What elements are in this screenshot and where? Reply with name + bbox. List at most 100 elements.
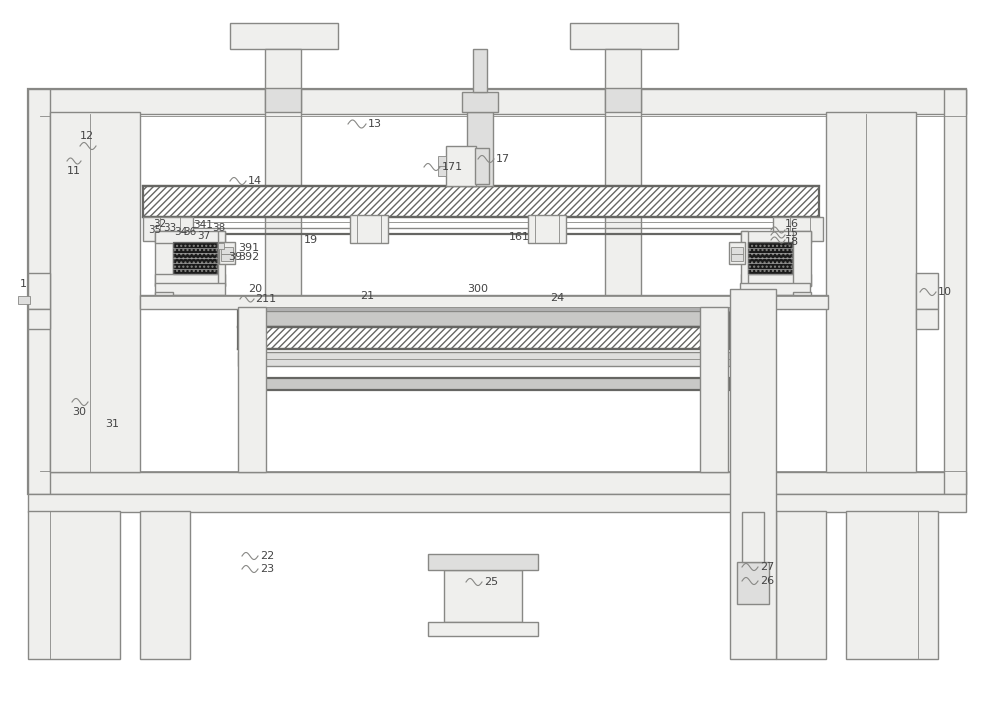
Text: 300: 300 [467, 284, 488, 294]
Text: 26: 26 [760, 576, 774, 586]
Bar [28, 89, 50, 494]
Text: 30: 30 [72, 407, 86, 417]
Text: 36: 36 [183, 227, 196, 237]
Bar [605, 49, 641, 324]
Bar [221, 247, 233, 254]
Bar [140, 511, 190, 659]
Bar [826, 112, 916, 472]
Text: 39: 39 [228, 252, 242, 262]
Bar [742, 512, 764, 562]
Bar [155, 231, 225, 243]
Bar [50, 112, 140, 472]
Bar [143, 186, 819, 217]
Bar [741, 231, 811, 243]
Bar [238, 327, 730, 349]
Bar [28, 472, 966, 494]
Text: 171: 171 [442, 162, 463, 172]
Bar [240, 378, 730, 390]
Bar [729, 242, 745, 264]
Bar [773, 217, 823, 241]
Bar [944, 89, 966, 494]
Bar [218, 243, 224, 249]
Bar [776, 511, 826, 659]
Text: 34: 34 [174, 227, 187, 237]
Bar [570, 23, 678, 49]
Text: 25: 25 [484, 577, 498, 587]
Text: 31: 31 [105, 419, 119, 429]
Bar [28, 511, 120, 659]
Bar [28, 89, 966, 114]
Bar [265, 88, 301, 112]
Text: 16: 16 [785, 219, 799, 229]
Bar [793, 231, 811, 286]
Text: 33: 33 [163, 223, 176, 233]
Bar [475, 148, 489, 184]
Bar [428, 554, 538, 570]
Bar [916, 309, 938, 329]
Text: 35: 35 [148, 225, 161, 235]
Text: 15: 15 [785, 228, 799, 238]
Bar [740, 283, 810, 295]
Bar [438, 166, 446, 176]
Bar [28, 89, 966, 494]
Bar [155, 292, 173, 304]
Bar [28, 494, 966, 512]
Text: 161: 161 [509, 232, 530, 242]
Bar [730, 289, 776, 659]
Text: 10: 10 [938, 287, 952, 297]
Text: 13: 13 [368, 119, 382, 129]
Bar [218, 231, 225, 286]
Bar [748, 242, 792, 274]
Bar [221, 254, 233, 261]
Bar [444, 570, 522, 622]
Bar [428, 622, 538, 636]
Bar [155, 283, 225, 295]
Bar [446, 146, 476, 186]
Text: 18: 18 [785, 237, 799, 247]
Bar [140, 295, 828, 309]
Bar [741, 274, 811, 286]
Bar [605, 88, 641, 112]
Text: 341: 341 [193, 220, 213, 230]
Bar [700, 307, 728, 472]
Text: 19: 19 [304, 235, 318, 245]
Bar [846, 511, 938, 659]
Bar [18, 296, 30, 304]
Text: 38: 38 [212, 223, 225, 233]
Bar [28, 273, 50, 309]
Bar [731, 254, 743, 261]
Text: 11: 11 [67, 166, 81, 176]
Text: 211: 211 [255, 294, 276, 304]
Bar [219, 242, 235, 264]
Bar [143, 217, 193, 241]
Bar [467, 112, 493, 186]
Text: 21: 21 [360, 291, 374, 301]
Bar [230, 23, 338, 49]
Text: 22: 22 [260, 551, 274, 561]
Text: 37: 37 [197, 231, 210, 241]
Bar [238, 311, 730, 327]
Text: 23: 23 [260, 564, 274, 574]
Bar [155, 231, 173, 286]
Bar [238, 352, 730, 366]
Bar [265, 49, 301, 324]
Text: 32: 32 [153, 219, 166, 229]
Bar [28, 309, 50, 329]
Text: 12: 12 [80, 131, 94, 141]
Bar [438, 156, 446, 166]
Bar [238, 307, 730, 311]
Bar [737, 562, 769, 604]
Bar [173, 242, 217, 274]
Bar [731, 247, 743, 254]
Bar [350, 215, 388, 243]
Bar [155, 274, 225, 286]
Bar [238, 307, 266, 472]
Text: 24: 24 [550, 293, 564, 303]
Bar [916, 273, 938, 309]
Bar [528, 215, 566, 243]
Text: 14: 14 [248, 176, 262, 186]
Bar [473, 49, 487, 92]
Text: 392: 392 [238, 252, 259, 262]
Bar [462, 92, 498, 112]
Bar [173, 242, 217, 274]
